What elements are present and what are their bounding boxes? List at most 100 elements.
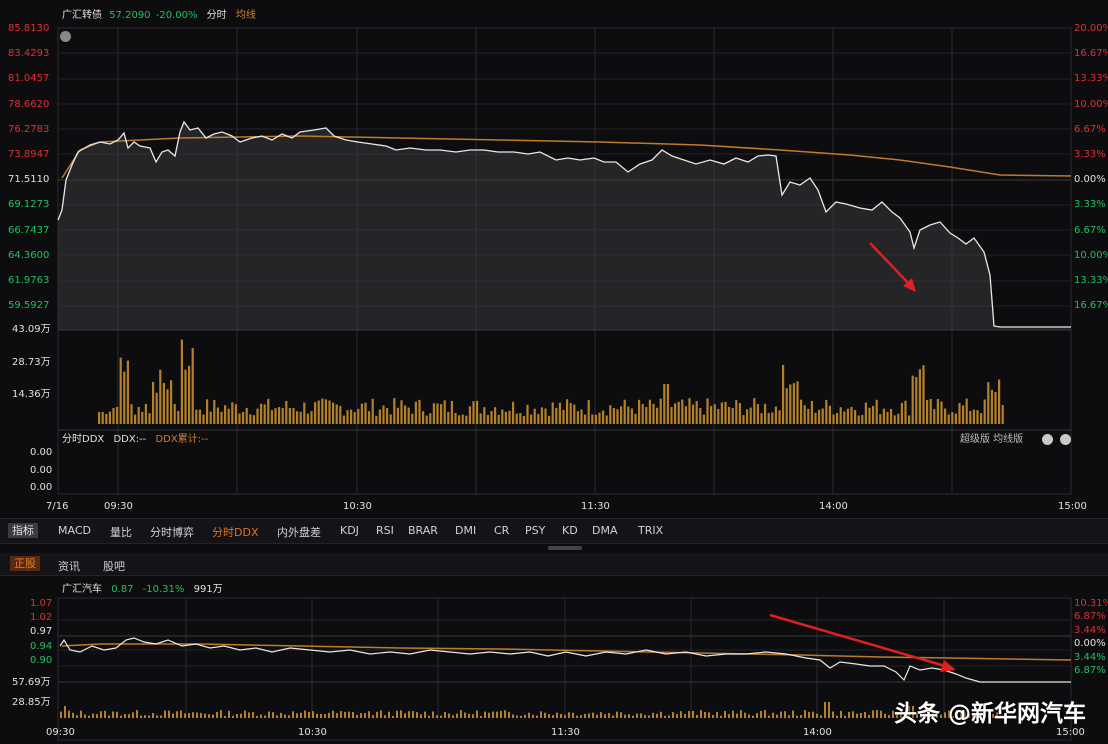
volume-bar (789, 384, 792, 424)
volume-bar (659, 398, 662, 424)
right-ticks-tick: 3.33% (1074, 199, 1106, 211)
volume-bar (742, 415, 745, 424)
stock-volume-bar (644, 715, 646, 718)
volume-bar (263, 404, 266, 424)
stock-volume-bar (400, 710, 402, 718)
close-panel-icon[interactable] (1060, 434, 1071, 445)
tab-psy[interactable]: PSY (525, 524, 546, 537)
stock-volume: 991万 (193, 584, 223, 595)
stock-volume-bar (352, 711, 354, 718)
stock-volume-bar (696, 714, 698, 718)
tab-kdj[interactable]: KDJ (340, 524, 359, 537)
tab-indicator[interactable]: 指标 (8, 523, 38, 538)
tab-trix[interactable]: TRIX (638, 524, 664, 537)
volume-bar (656, 407, 659, 424)
volume-bar (177, 410, 180, 424)
ddx-version-toggle[interactable]: 超级版 均线版 (960, 434, 1024, 445)
tab-volume-ratio[interactable]: 量比 (110, 526, 132, 539)
tab-dma[interactable]: DMA (592, 524, 618, 537)
volume-bar (141, 411, 144, 424)
volume-bar (234, 404, 237, 424)
volume-bar (652, 403, 655, 424)
tab-brar[interactable]: BRAR (408, 524, 438, 537)
stock-volume-bar (960, 711, 962, 718)
stock-volume-bar (292, 711, 294, 718)
stock-volume-bar (144, 715, 146, 718)
stock-volume-bar (108, 715, 110, 718)
tab-intraday-game[interactable]: 分时博弈 (150, 526, 194, 539)
volume-bar (630, 408, 633, 424)
stock-header: 广汇汽车 0.87 -10.31% 991万 (62, 584, 223, 596)
tab-kd[interactable]: KD (562, 524, 578, 537)
b-left-ticks-tick: 1.02 (30, 612, 53, 624)
right-ticks-tick: 6.67% (1074, 123, 1106, 135)
tab-rsi[interactable]: RSI (376, 524, 394, 537)
volume-bar (717, 408, 720, 424)
indicator-tab-bar: 指标 MACD 量比 分时博弈 分时DDX 内外盘差 KDJ RSI BRAR … (0, 518, 1108, 544)
volume-bar (738, 403, 741, 424)
stock-volume-bar (940, 714, 942, 718)
volume-bar (771, 412, 774, 424)
volume-bar (980, 413, 983, 424)
tab-dmi[interactable]: DMI (455, 524, 477, 537)
stock-volume-bar (104, 710, 106, 718)
price-line (57, 120, 1071, 328)
stock-volume-bar (92, 713, 94, 718)
volume-bar (231, 402, 234, 424)
stock-time-0930: 09:30 (46, 727, 75, 738)
stock-volume-bar (524, 714, 526, 718)
subtab-stock[interactable]: 正股 (10, 556, 40, 571)
volume-bar (591, 414, 594, 424)
stock-volume-bar (824, 702, 826, 718)
stock-volume-bar (964, 712, 966, 718)
stock-volume-bar (312, 711, 314, 718)
stock-volume-bars (60, 702, 998, 718)
tab-macd[interactable]: MACD (58, 524, 91, 537)
volume-bar (288, 407, 291, 424)
volume-bar (623, 399, 626, 424)
volume-bar (116, 406, 119, 424)
ddx-value: DDX:-- (113, 434, 147, 445)
stock-volume-bar (512, 714, 514, 718)
stock-volume-bar (376, 711, 378, 718)
stock-volume-bar (488, 712, 490, 718)
stock-volume-bar (508, 711, 510, 718)
volume-bar (296, 411, 299, 424)
volume-bar (512, 401, 515, 424)
splitter-handle[interactable] (548, 546, 582, 550)
volume-bar (245, 407, 248, 424)
volume-bar (947, 414, 950, 424)
tab-inner-outer[interactable]: 内外盘差 (277, 526, 321, 539)
close-icon[interactable] (60, 31, 71, 42)
volume-bar (501, 409, 504, 424)
price-area-fill (58, 122, 1071, 330)
volume-bar (213, 400, 216, 424)
stock-volume-bar (204, 713, 206, 718)
sub-tab-bar: 正股 资讯 股吧 (0, 553, 1108, 576)
settings-icon[interactable] (1042, 434, 1053, 445)
volume-bar (810, 401, 813, 424)
left-ticks-tick: 64.3600 (8, 249, 50, 261)
subtab-forum[interactable]: 股吧 (103, 560, 125, 573)
volume-bar (98, 412, 101, 424)
tab-cr[interactable]: CR (494, 524, 510, 537)
stock-volume-bar (436, 715, 438, 718)
stock-volume-bar (752, 715, 754, 718)
tab-intraday-ddx[interactable]: 分时DDX (212, 526, 259, 539)
volume-bar (335, 404, 338, 424)
volume-bar (760, 413, 763, 424)
stock-volume-bar (888, 715, 890, 718)
ddx-tick-1: 0.00 (30, 447, 53, 458)
stock-volume-bar (72, 712, 74, 718)
stock-volume-bar (760, 711, 762, 718)
stock-volume-bar (60, 711, 62, 718)
volume-bar (317, 400, 320, 424)
volume-bar (306, 413, 309, 424)
volume-bar (252, 415, 255, 424)
left-ticks-tick: 78.6620 (8, 98, 50, 110)
volume-bar (486, 415, 489, 424)
volume-bar (684, 406, 687, 424)
subtab-news[interactable]: 资讯 (58, 560, 80, 573)
stock-volume-bar (924, 711, 926, 718)
stock-volume-bar (188, 712, 190, 718)
